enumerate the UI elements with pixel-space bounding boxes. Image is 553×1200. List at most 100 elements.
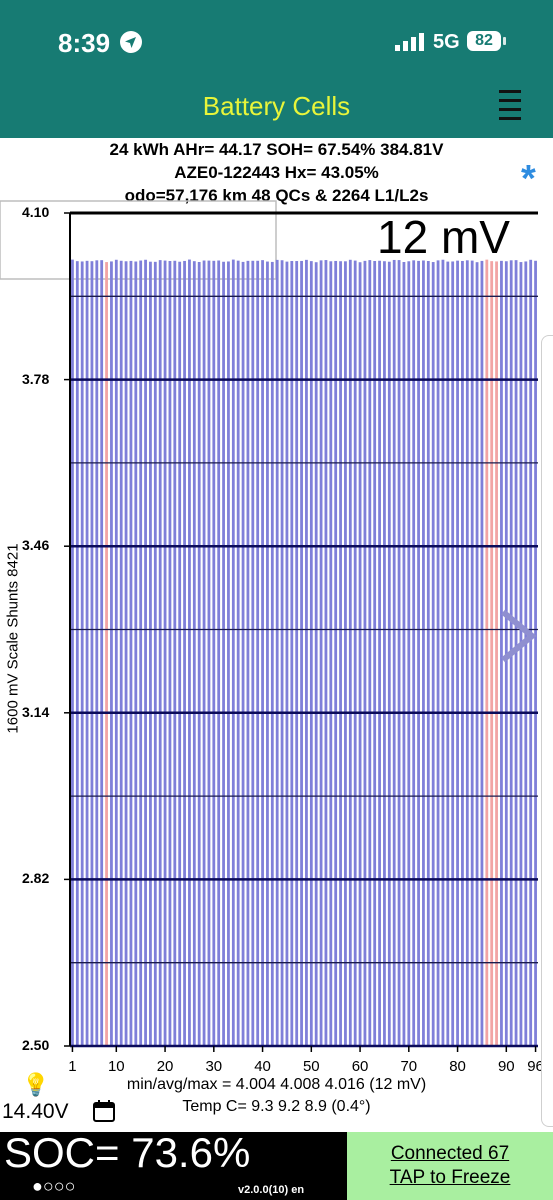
cell-bar [397,260,401,1046]
x-tick-label: 10 [107,1058,125,1075]
cell-bar [202,260,206,1046]
x-tick-label: 96 [527,1058,544,1075]
cell-bar [110,261,113,1047]
battery-indicator: 82 [467,31,501,51]
x-tick-label: 70 [400,1058,418,1075]
cell-bar [383,261,386,1046]
cell-bar [426,261,430,1046]
cell-bar [241,261,245,1046]
x-tick-label: 40 [254,1058,271,1075]
cell-bar [319,260,323,1046]
star-icon[interactable]: * [521,158,536,200]
cell-bar [353,260,357,1047]
cell-bar [124,261,128,1046]
cell-bar [231,259,235,1046]
cell-bar [80,261,84,1046]
cell-bar [534,260,537,1047]
cell-bar [465,260,469,1046]
bulb-icon[interactable]: 💡 [22,1072,50,1097]
cell-bar [446,261,450,1046]
cell-bar [436,260,440,1047]
cell-bar [475,262,479,1046]
cell-bar [149,261,152,1047]
cell-bar [207,260,211,1047]
calendar-icon[interactable] [92,1099,116,1123]
cell-bar [275,259,279,1046]
cell-bar [300,260,303,1047]
y-tick-label: 3.78 [22,370,50,387]
cell-bar [158,260,162,1046]
tap-freeze-label: TAP to Freeze [389,1167,511,1188]
cell-bar [134,261,138,1046]
y-tick-label: 2.50 [22,1037,50,1053]
network-label: 5G [433,31,460,53]
min-avg-max: min/avg/max = 4.004 4.008 4.016 (12 mV) [126,1076,427,1093]
x-tick-label: 20 [156,1058,174,1075]
cell-bar [329,261,333,1046]
cell-bar [295,261,299,1046]
side-drawer-handle[interactable] [541,335,553,1127]
y-tick-label: 3.46 [22,537,50,554]
shunted-cell-bar [485,259,489,1046]
status-time: 8:39 [58,28,111,58]
cell-bar [212,260,216,1046]
cell-bar [270,261,274,1046]
chevron-right-icon[interactable] [501,609,537,663]
location-arrow-icon [120,31,142,53]
shunted-cell-bar [495,261,498,1046]
cell-bar [500,260,503,1047]
cell-bar [90,261,94,1046]
cell-bar [314,262,318,1046]
cell-bar [178,261,182,1047]
signal-icon [395,33,424,51]
x-tick-label: 90 [497,1058,515,1075]
cell-bar [422,260,425,1046]
shunted-cell-bar [490,261,494,1047]
cell-bar [266,261,269,1047]
cell-bar [461,260,464,1047]
cell-bar [344,261,347,1046]
cell-bar [261,260,264,1046]
x-tick-label: 80 [449,1058,466,1075]
temperature: Temp C= 9.3 9.2 8.9 (0.4°) [182,1098,371,1115]
cell-bar [290,261,294,1046]
cell-bar [378,260,381,1046]
cell-bar [402,262,406,1047]
menu-icon[interactable] [496,87,524,127]
cell-bar [217,260,221,1046]
cell-bar [363,260,367,1046]
y-tick-label: 2.82 [22,870,50,887]
y-axis-label: 1600 mV Scale Shunts 8421 [4,543,22,734]
cell-bar [119,260,123,1047]
zoom-box [0,200,277,280]
cell-bar [280,260,284,1046]
cell-bar [373,260,377,1046]
cell-bar [256,260,260,1046]
shunted-cell-bar [105,262,108,1046]
cell-bar [144,259,147,1046]
cell-bar [412,260,416,1046]
cell-bar [100,260,104,1046]
cell-bar [519,262,523,1046]
cell-bar [222,261,225,1046]
cell-bar [480,260,484,1046]
cell-bar [456,260,459,1046]
cell-bar [407,261,411,1046]
cell-bar [183,260,186,1047]
app-header: Battery Cells [0,83,553,138]
cell-voltage-chart[interactable] [0,200,553,1060]
x-tick-label: 50 [302,1058,320,1075]
cell-bar [85,260,89,1046]
page-dots[interactable]: ●○○○ [32,1176,76,1196]
cell-bar [524,261,528,1046]
cell-bar [114,259,118,1046]
connected-label: Connected 67 [390,1143,510,1164]
cell-bar [387,261,391,1046]
cell-bar [173,260,177,1047]
status-bar: 8:39 5G 82 [0,0,553,83]
freeze-button[interactable]: Connected 67 TAP to Freeze [347,1132,553,1200]
cell-bar [236,260,240,1046]
x-tick-label: 30 [205,1058,223,1075]
cell-bar [334,260,338,1046]
version-label: v2.0.0(10) en [238,1184,305,1196]
